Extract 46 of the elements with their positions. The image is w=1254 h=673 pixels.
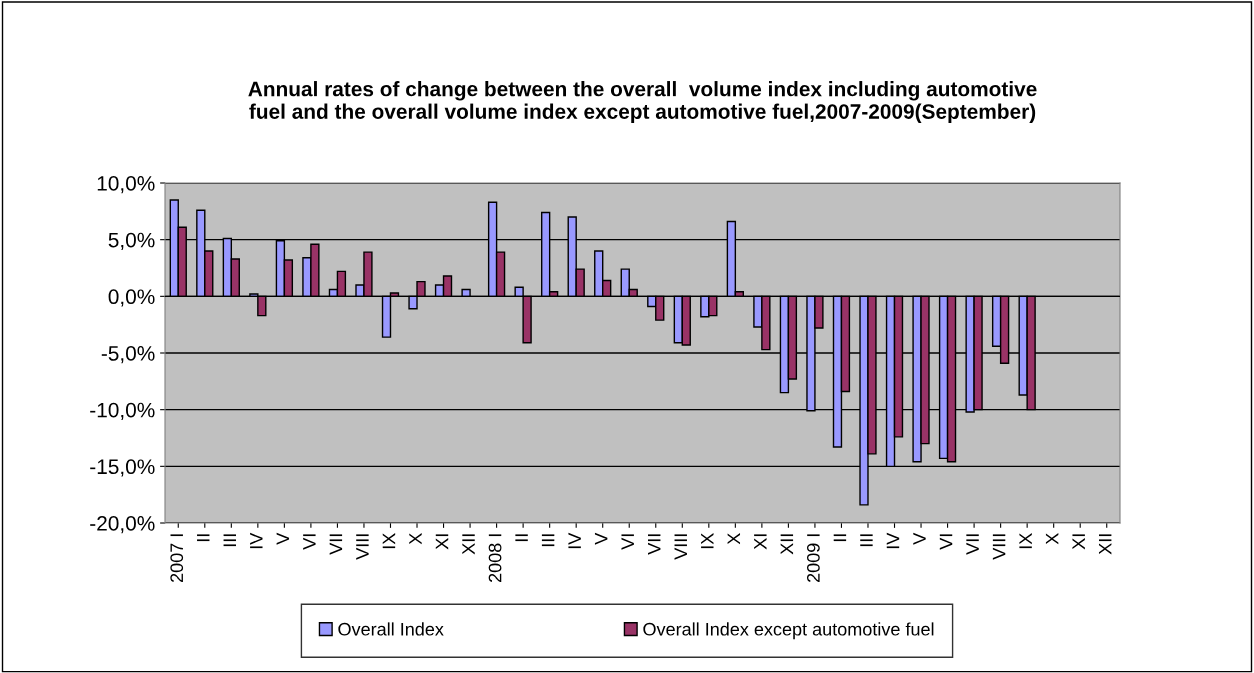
x-tick-label: IV: [568, 532, 581, 549]
x-tick-label: VIII: [356, 534, 369, 560]
x-tick-label: X: [409, 533, 422, 545]
x-tick-label: III: [541, 534, 555, 547]
x-tick-label: 2008 I: [488, 534, 502, 583]
x-tick-label: III: [860, 534, 873, 547]
x-tick-label: VII: [329, 534, 343, 555]
y-tick-label: 5,0%: [108, 232, 155, 250]
x-tick-label: VI: [621, 534, 634, 550]
x-tick-label: IX: [1019, 533, 1032, 549]
x-tick-label: IX: [701, 533, 714, 549]
x-tick-label: VI: [303, 534, 316, 550]
x-tick-label: II: [833, 534, 847, 542]
x-tick-label: V: [913, 532, 926, 545]
x-tick-label: VII: [966, 534, 979, 555]
x-tick-label: 2007 I: [170, 534, 184, 583]
x-tick-label: 2009 I: [806, 534, 820, 583]
y-tick-label: 10,0%: [97, 176, 155, 194]
y-tick-label: -10,0%: [90, 402, 155, 420]
x-tick-label: VIII: [674, 534, 687, 560]
y-tick-label: 0,0%: [108, 289, 155, 307]
chart-title: Annual rates of change between the overall volume index including automotive fuel and the overall volume index except automotive fuel,2007-2009(September): [248, 81, 1037, 123]
legend-label: Overall Index except automotive fuel: [643, 622, 934, 640]
x-tick-label: III: [223, 534, 236, 547]
x-tick-label: VII: [648, 534, 661, 555]
x-tick-label: IX: [382, 533, 396, 549]
x-tick-label: VI: [939, 534, 953, 550]
x-tick-label: IV: [886, 532, 900, 549]
x-tick-label: II: [197, 534, 210, 542]
y-tick-label: -20,0%: [90, 516, 155, 534]
x-tick-label: II: [515, 534, 528, 542]
x-tick-label: X: [727, 533, 741, 545]
x-tick-label: V: [594, 532, 608, 545]
x-tick-label: XI: [1072, 534, 1085, 550]
y-tick-label: -15,0%: [90, 459, 155, 477]
x-tick-label: IV: [250, 532, 263, 549]
x-tick-label: V: [276, 532, 290, 545]
x-tick-label: XII: [1098, 534, 1112, 555]
x-tick-label: XI: [754, 534, 767, 550]
legend-label: Overall Index: [338, 622, 444, 636]
x-tick-label: X: [1045, 533, 1059, 545]
x-tick-label: XI: [435, 534, 449, 550]
x-tick-label: XII: [780, 534, 794, 555]
x-tick-label: XII: [462, 534, 475, 555]
y-tick-label: -5,0%: [101, 346, 155, 364]
x-tick-label: VIII: [992, 534, 1006, 560]
